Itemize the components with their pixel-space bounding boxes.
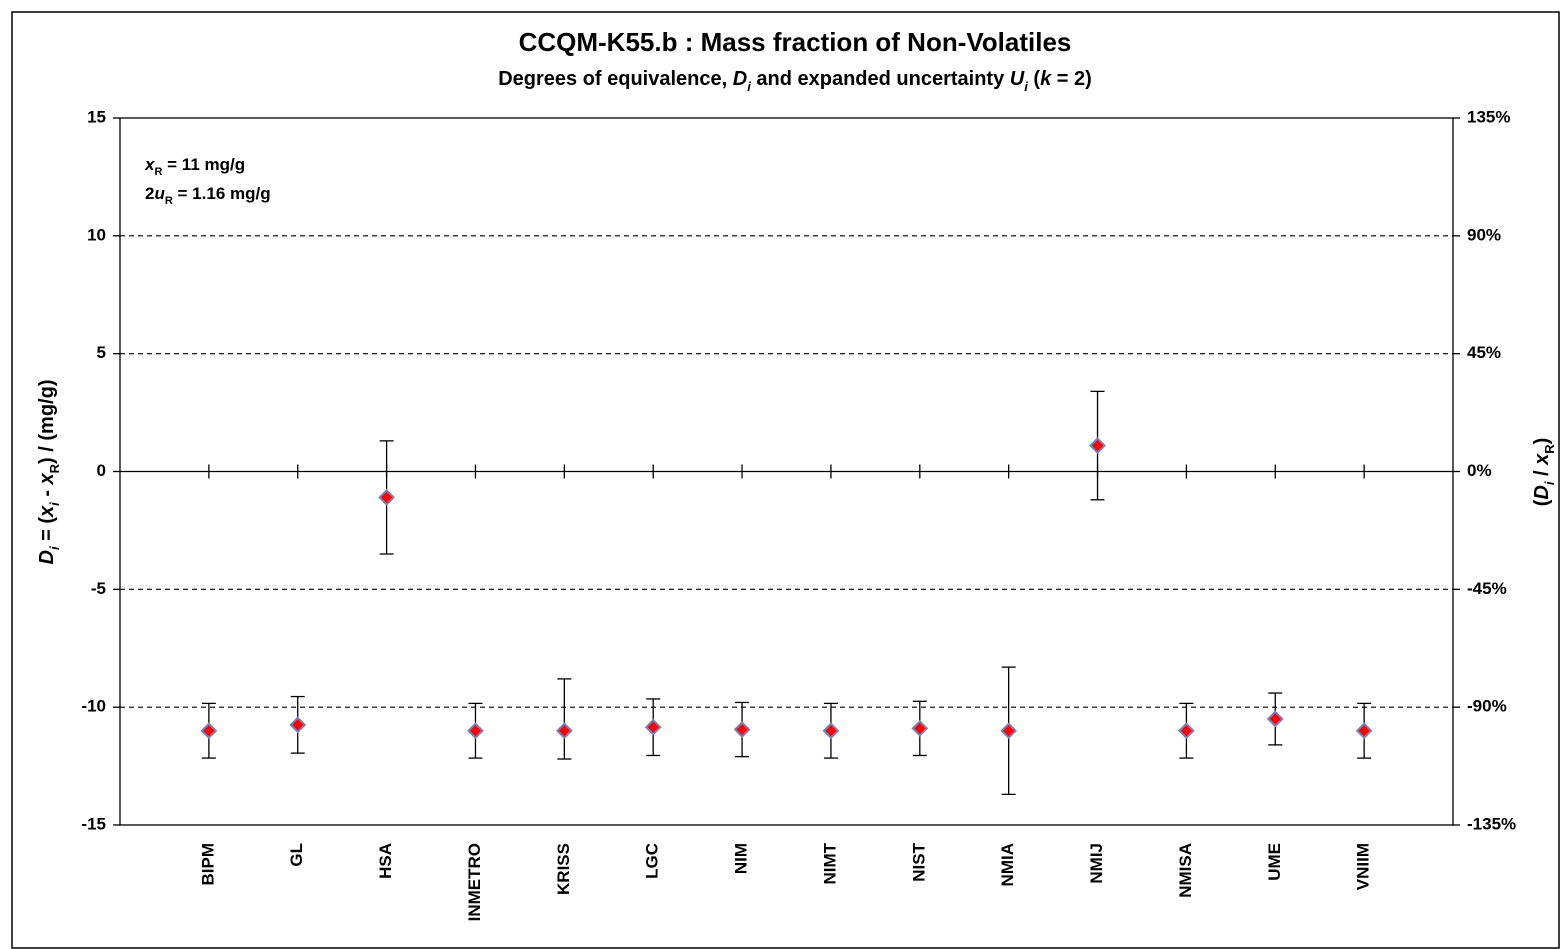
text-part: 2: [145, 184, 154, 203]
text-part: x: [144, 155, 156, 174]
y-tick-label: 10: [87, 225, 106, 244]
text-part: i: [747, 79, 751, 94]
marker: [733, 721, 751, 738]
y-tick-label: -15: [81, 814, 106, 833]
text-part: k: [1040, 68, 1052, 90]
text-part: /: [1531, 465, 1553, 482]
marker: [467, 722, 484, 740]
text-part: (: [1028, 68, 1041, 90]
x-tick-label: KRISS: [554, 843, 573, 895]
text-part: = 2): [1051, 68, 1092, 90]
text-part: D: [733, 68, 747, 90]
text-part: Degrees of equivalence,: [498, 68, 733, 90]
y-tick-label: 15: [87, 107, 106, 126]
rich-text: xR = 11 mg/g: [144, 155, 245, 177]
rich-text: 2uR = 1.16 mg/g: [145, 184, 271, 206]
y2-tick-label: 45%: [1467, 343, 1501, 362]
y2-tick-label: 135%: [1467, 107, 1510, 126]
text-part: R: [47, 463, 62, 473]
y-tick-label: -10: [81, 697, 106, 716]
marker: [1177, 722, 1195, 740]
text-part: = 11 mg/g: [162, 155, 245, 174]
text-part: = 1.16 mg/g: [173, 184, 271, 203]
text-part: u: [154, 184, 165, 203]
y2-tick-label: -90%: [1467, 697, 1507, 716]
chart-title: CCQM-K55.b : Mass fraction of Non-Volati…: [519, 27, 1072, 57]
marker: [289, 716, 307, 734]
text-part: R: [165, 195, 173, 207]
rich-text: Degrees of equivalence, Di and expanded …: [498, 68, 1092, 94]
x-tick-label: NMISA: [1176, 843, 1195, 898]
text-part: D: [1531, 485, 1553, 499]
y2-tick-label: -45%: [1467, 579, 1507, 598]
x-tick-label: GL: [287, 843, 306, 867]
marker: [1000, 722, 1018, 740]
marker: [1355, 722, 1373, 740]
rich-text: (Di / xR): [1531, 438, 1557, 507]
rich-text: Di = (xi - xR) / (mg/g): [36, 379, 62, 564]
text-part: i: [47, 502, 62, 506]
x-tick-label: NMIJ: [1087, 843, 1106, 884]
text-part: i: [1542, 481, 1557, 485]
y-tick-label: 0: [97, 461, 106, 480]
y-tick-label: -5: [91, 579, 106, 598]
text-part: R: [1542, 444, 1557, 454]
y2-tick-label: 0%: [1467, 461, 1492, 480]
text-part: ) / (mg/g): [36, 379, 58, 463]
x-tick-label: NMIA: [998, 843, 1017, 886]
x-tick-label: UME: [1265, 843, 1284, 881]
text-part: x: [36, 472, 58, 485]
text-part: i: [47, 546, 62, 550]
text-part: ): [1531, 438, 1553, 445]
text-part: x: [36, 505, 58, 518]
y-tick-label: 5: [97, 343, 106, 362]
x-tick-label: VNIIM: [1354, 843, 1373, 890]
text-part: and expanded uncertainty: [751, 68, 1010, 90]
x-tick-label: HSA: [376, 843, 395, 879]
text-part: i: [1024, 79, 1028, 94]
x-tick-label: NIM: [732, 843, 751, 874]
text-part: -: [36, 484, 58, 502]
text-part: D: [36, 550, 58, 564]
marker: [1266, 710, 1284, 728]
marker: [555, 722, 573, 740]
text-part: U: [1010, 68, 1025, 90]
marker: [644, 718, 662, 736]
frame: [11, 11, 1560, 949]
x-tick-label: NIMT: [820, 842, 839, 884]
marker: [200, 722, 218, 740]
marker: [378, 489, 396, 506]
x-tick-label: INMETRO: [465, 843, 484, 921]
text-part: x: [1531, 453, 1553, 466]
marker: [822, 722, 840, 740]
text-part: = (: [36, 517, 58, 547]
x-tick-label: NIST: [909, 842, 928, 881]
x-tick-label: LGC: [643, 843, 662, 879]
y2-tick-label: 90%: [1467, 225, 1501, 244]
text-part: (: [1531, 499, 1553, 506]
marker: [911, 719, 929, 737]
y2-tick-label: -135%: [1467, 814, 1516, 833]
text-part: R: [154, 166, 162, 178]
x-tick-label: BIPM: [198, 843, 217, 886]
marker: [1089, 437, 1106, 454]
